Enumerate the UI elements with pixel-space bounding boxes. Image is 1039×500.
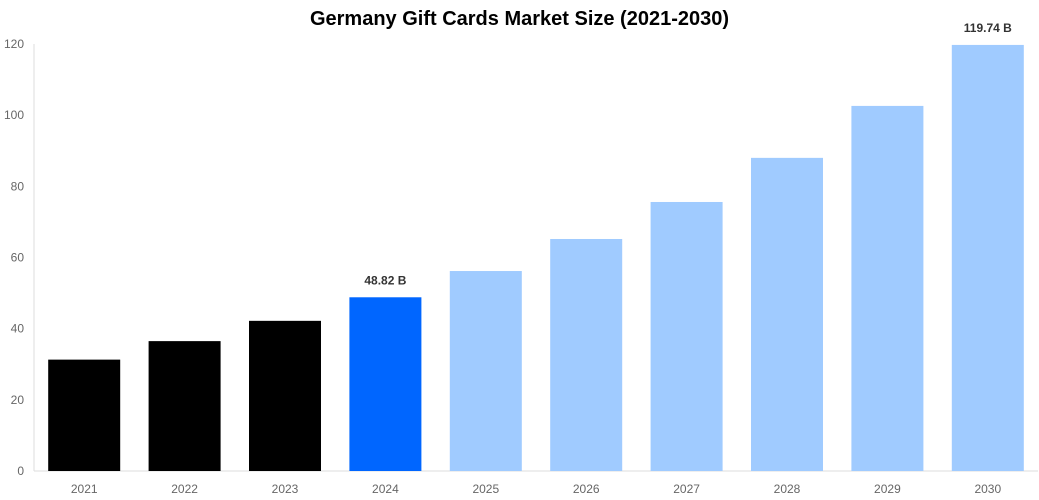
x-tick-label: 2029 — [874, 482, 901, 496]
y-tick-label: 80 — [11, 179, 25, 193]
y-tick-label: 0 — [17, 464, 24, 478]
x-tick-label: 2023 — [272, 482, 299, 496]
x-tick-label: 2027 — [673, 482, 700, 496]
y-tick-label: 100 — [4, 108, 24, 122]
x-tick-label: 2024 — [372, 482, 399, 496]
chart-title: Germany Gift Cards Market Size (2021-203… — [309, 8, 730, 30]
x-tick-label: 2021 — [71, 482, 98, 496]
y-tick-label: 60 — [11, 251, 25, 265]
bar-2025 — [449, 271, 522, 471]
bar-2029 — [851, 105, 924, 471]
x-tick-label: 2030 — [974, 482, 1001, 496]
bar-2021 — [48, 359, 121, 471]
bar-2026 — [550, 238, 623, 471]
y-tick-label: 120 — [4, 37, 24, 51]
bar-2027 — [650, 201, 723, 472]
y-tick-label: 40 — [11, 322, 25, 336]
x-tick-label: 2025 — [472, 482, 499, 496]
x-tick-label: 2022 — [171, 482, 198, 496]
data-label: 48.82 B — [364, 273, 406, 287]
bar-2022 — [148, 341, 221, 471]
bar-2030 — [951, 44, 1024, 471]
x-tick-label: 2028 — [774, 482, 801, 496]
bar-2023 — [249, 320, 321, 471]
data-label: 119.74 B — [964, 21, 1012, 35]
bar-2024 — [349, 297, 422, 471]
bar-2028 — [751, 157, 823, 471]
y-tick-label: 20 — [11, 393, 25, 407]
x-tick-label: 2026 — [573, 482, 600, 496]
